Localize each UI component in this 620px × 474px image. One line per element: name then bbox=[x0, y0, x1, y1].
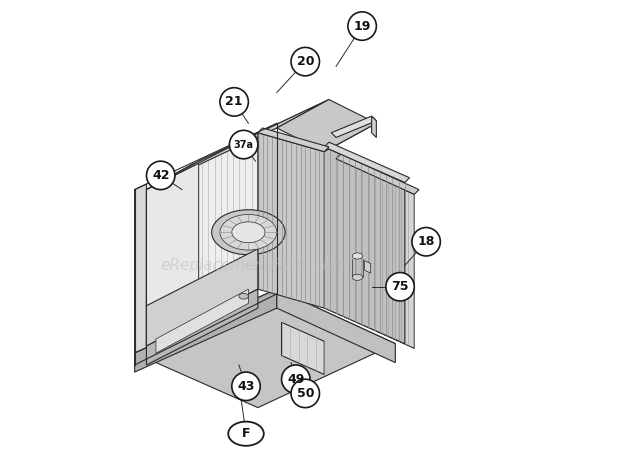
Ellipse shape bbox=[232, 222, 265, 243]
Text: 21: 21 bbox=[226, 95, 243, 109]
Text: 42: 42 bbox=[152, 169, 169, 182]
Text: 20: 20 bbox=[296, 55, 314, 68]
Circle shape bbox=[412, 228, 440, 256]
Polygon shape bbox=[146, 133, 258, 346]
Circle shape bbox=[281, 365, 310, 393]
Polygon shape bbox=[365, 261, 371, 273]
Ellipse shape bbox=[228, 422, 264, 446]
Polygon shape bbox=[135, 289, 396, 408]
Text: 19: 19 bbox=[353, 19, 371, 33]
Circle shape bbox=[232, 372, 260, 401]
Polygon shape bbox=[324, 142, 410, 182]
Polygon shape bbox=[336, 159, 414, 348]
Polygon shape bbox=[146, 123, 376, 190]
Polygon shape bbox=[156, 289, 249, 353]
Text: 43: 43 bbox=[237, 380, 255, 393]
Ellipse shape bbox=[352, 274, 363, 281]
Polygon shape bbox=[277, 289, 396, 363]
Polygon shape bbox=[135, 184, 146, 353]
Polygon shape bbox=[198, 100, 329, 318]
Polygon shape bbox=[258, 128, 329, 152]
Text: eReplacementParts.com: eReplacementParts.com bbox=[160, 258, 347, 273]
Circle shape bbox=[348, 12, 376, 40]
Text: 75: 75 bbox=[391, 280, 409, 293]
Polygon shape bbox=[146, 164, 194, 347]
Text: 49: 49 bbox=[287, 373, 304, 386]
Circle shape bbox=[146, 161, 175, 190]
Ellipse shape bbox=[239, 293, 249, 299]
Circle shape bbox=[291, 47, 319, 76]
Ellipse shape bbox=[211, 210, 285, 255]
Polygon shape bbox=[146, 164, 198, 322]
Ellipse shape bbox=[352, 253, 363, 259]
Circle shape bbox=[291, 379, 319, 408]
Polygon shape bbox=[146, 289, 258, 365]
Polygon shape bbox=[258, 133, 324, 308]
Polygon shape bbox=[146, 100, 329, 190]
Polygon shape bbox=[135, 289, 277, 372]
Text: 37a: 37a bbox=[234, 139, 254, 150]
Polygon shape bbox=[146, 249, 258, 346]
Polygon shape bbox=[281, 322, 324, 374]
Polygon shape bbox=[336, 154, 419, 194]
Ellipse shape bbox=[220, 215, 277, 250]
Circle shape bbox=[229, 130, 258, 159]
Circle shape bbox=[220, 88, 249, 116]
Text: F: F bbox=[242, 427, 250, 440]
Text: 18: 18 bbox=[417, 235, 435, 248]
Polygon shape bbox=[371, 116, 376, 137]
Polygon shape bbox=[277, 100, 376, 152]
Polygon shape bbox=[324, 147, 405, 344]
Text: 50: 50 bbox=[296, 387, 314, 400]
Circle shape bbox=[386, 273, 414, 301]
Polygon shape bbox=[331, 116, 376, 137]
